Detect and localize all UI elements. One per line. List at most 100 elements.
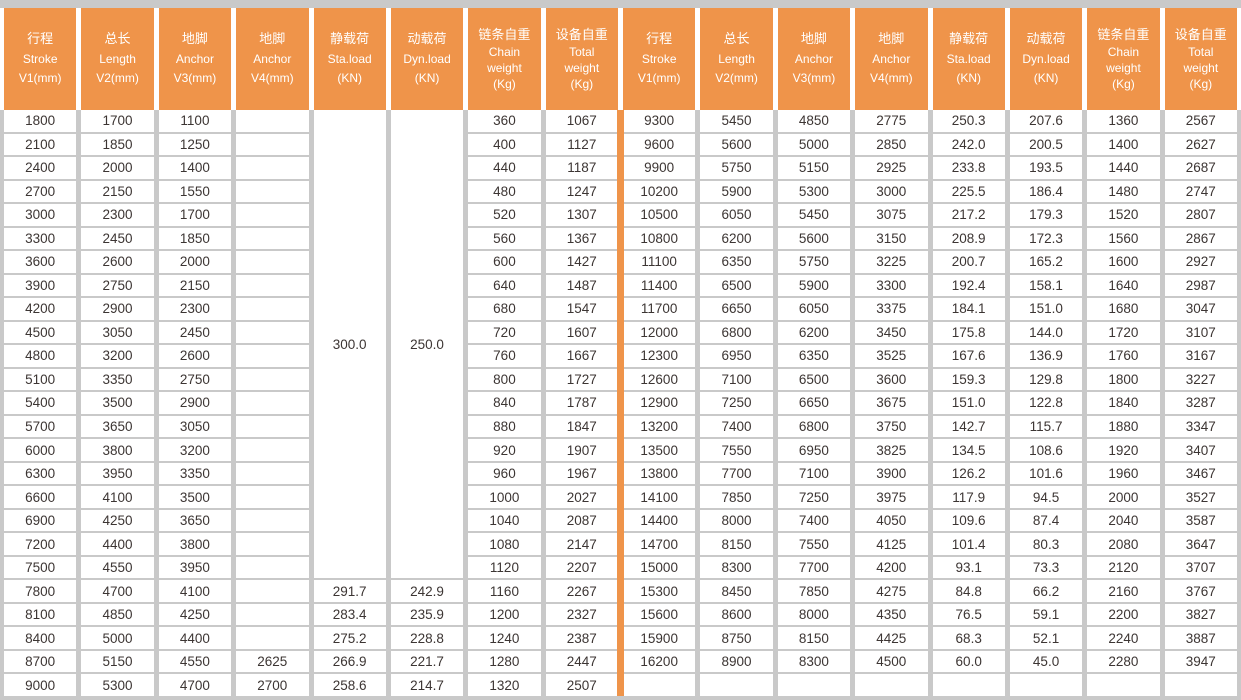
table-cell: 1080	[468, 533, 541, 555]
column-header-line: 设备自重	[1174, 27, 1227, 43]
table-cell	[236, 227, 309, 250]
column-header-line: weight	[487, 60, 522, 75]
table-cell: 8150	[777, 627, 851, 649]
table-cell: 3800	[81, 439, 154, 461]
table-cell	[236, 321, 309, 344]
table-cell: 7250	[700, 392, 773, 414]
table-cell: 129.8	[1009, 368, 1083, 391]
table-cell: 12300	[623, 345, 696, 367]
table-cell: 3047	[1164, 298, 1237, 320]
table-cell: 1840	[1087, 392, 1160, 414]
column-header-line: 地脚	[181, 31, 208, 47]
table-cell: 2000	[1087, 486, 1160, 508]
table-cell: 250.3	[932, 110, 1005, 132]
table-cell: 12600	[623, 368, 696, 391]
table-cell	[236, 533, 309, 555]
table-cell: 2300	[158, 298, 232, 320]
table-cell: 4550	[158, 650, 232, 673]
table-cell: 15000	[623, 556, 696, 579]
table-cell: 2507	[545, 674, 618, 696]
table-cell: 3347	[1164, 415, 1237, 438]
table-cell: 8450	[700, 580, 773, 602]
table-cell: 2867	[1164, 227, 1237, 250]
table-cell: 6050	[777, 298, 851, 320]
table-cell	[236, 204, 309, 226]
table-cell: 6200	[777, 321, 851, 344]
table-cell: 1127	[545, 133, 618, 156]
table-cell: 8150	[700, 533, 773, 555]
table-cell: 1700	[158, 204, 232, 226]
table-cell: 1160	[468, 580, 541, 602]
table-cell: 640	[468, 274, 541, 297]
table-cell: 2807	[1164, 204, 1237, 226]
table-cell	[236, 298, 309, 320]
table-cell: 283.4	[313, 603, 386, 626]
table-cell: 7850	[700, 486, 773, 508]
table-halves-divider	[617, 110, 624, 696]
table-cell: 12900	[623, 392, 696, 414]
table-cell: 1400	[1087, 133, 1160, 156]
table-cell: 3647	[1164, 533, 1237, 555]
table-cell: 600	[468, 251, 541, 273]
table-cell: 175.8	[932, 321, 1005, 344]
table-cell: 6050	[700, 204, 773, 226]
table-cell: 1920	[1087, 439, 1160, 461]
table-cell: 560	[468, 227, 541, 250]
table-cell: 101.6	[1009, 462, 1083, 485]
column-header-line: (Kg)	[570, 76, 594, 91]
table-cell: 2627	[1164, 133, 1237, 156]
table-cell: 84.8	[932, 580, 1005, 602]
table-cell: 3000	[855, 180, 928, 203]
table-cell: 87.4	[1009, 509, 1083, 532]
table-cell: 3050	[81, 321, 154, 344]
table-cell: 2300	[81, 204, 154, 226]
column-header-line: V2(mm)	[96, 71, 139, 86]
table-cell: 1607	[545, 321, 618, 344]
column-header-line: 总长	[104, 31, 131, 47]
table-cell	[1164, 674, 1237, 696]
table-cell: 235.9	[390, 603, 464, 626]
table-cell: 1040	[468, 509, 541, 532]
table-cell: 73.3	[1009, 556, 1083, 579]
column-header-line: Total	[1188, 44, 1214, 59]
table-cell: 6950	[700, 345, 773, 367]
table-cell: 5600	[777, 227, 851, 250]
table-cell: 5450	[700, 110, 773, 132]
table-cell: 1967	[545, 462, 618, 485]
table-cell: 2687	[1164, 157, 1237, 179]
table-cell: 45.0	[1009, 650, 1083, 673]
table-cell: 2040	[1087, 509, 1160, 532]
column-header-chain-weight-right: 链条自重 Chain weight (Kg)	[1087, 8, 1160, 110]
column-header-line: Anchor	[175, 52, 214, 67]
column-header-line: (Kg)	[1112, 76, 1135, 91]
column-header-line: 设备自重	[555, 27, 608, 43]
table-cell: 1320	[468, 674, 541, 696]
column-header-line: Stroke	[641, 52, 677, 67]
table-cell: 4850	[81, 603, 154, 626]
table-cell: 122.8	[1009, 392, 1083, 414]
table-cell: 2850	[855, 133, 928, 156]
table-cell: 6800	[777, 415, 851, 438]
table-cell: 1907	[545, 439, 618, 461]
column-header-line: (KN)	[414, 71, 440, 86]
table-cell: 275.2	[313, 627, 386, 649]
table-cell: 11700	[623, 298, 696, 320]
table-cell: 1850	[158, 227, 232, 250]
table-cell: 4550	[81, 556, 154, 579]
table-cell: 1520	[1087, 204, 1160, 226]
table-cell: 3375	[855, 298, 928, 320]
table-cell	[236, 392, 309, 414]
table-cell: 1427	[545, 251, 618, 273]
table-cell: 360	[468, 110, 541, 132]
table-cell: 2387	[545, 627, 618, 649]
table-cell: 2700	[236, 674, 309, 696]
table-cell: 2150	[158, 274, 232, 297]
table-cell: 720	[468, 321, 541, 344]
column-header-line: 链条自重	[1097, 27, 1150, 43]
column-header-stroke-left: 行程 Stroke V1(mm)	[4, 8, 77, 110]
table-cell	[236, 462, 309, 485]
table-cell: 760	[468, 345, 541, 367]
table-cell: 16200	[623, 650, 696, 673]
table-cell: 520	[468, 204, 541, 226]
